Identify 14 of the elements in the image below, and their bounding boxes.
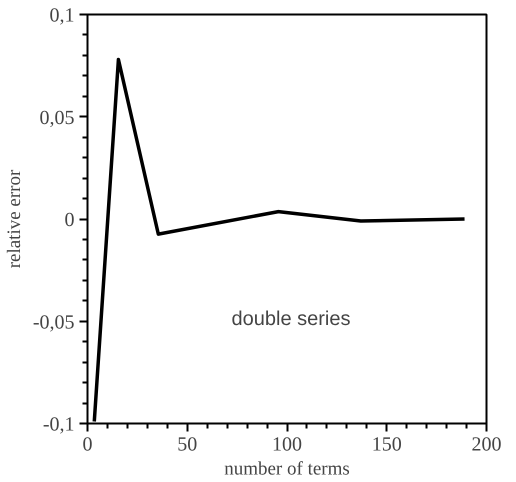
y-axis-title: relative error [4,169,25,268]
annotation: double series [232,308,350,330]
x-axis-title: number of terms [224,458,350,480]
line-series [92,58,466,424]
y-tick-label: -0,05 [32,311,75,334]
x-tick-label: 0 [82,434,92,456]
x-tick-label: 50 [177,434,198,456]
y-tick-label: 0,1 [50,4,74,26]
y-tick-label: 0,05 [40,106,74,129]
y-tick-label: 0 [64,209,74,231]
x-tick-label: 100 [272,434,302,456]
x-tick-label: 200 [472,434,502,456]
x-tick-label: 150 [372,434,402,456]
y-tick-label: -0,1 [42,414,75,436]
